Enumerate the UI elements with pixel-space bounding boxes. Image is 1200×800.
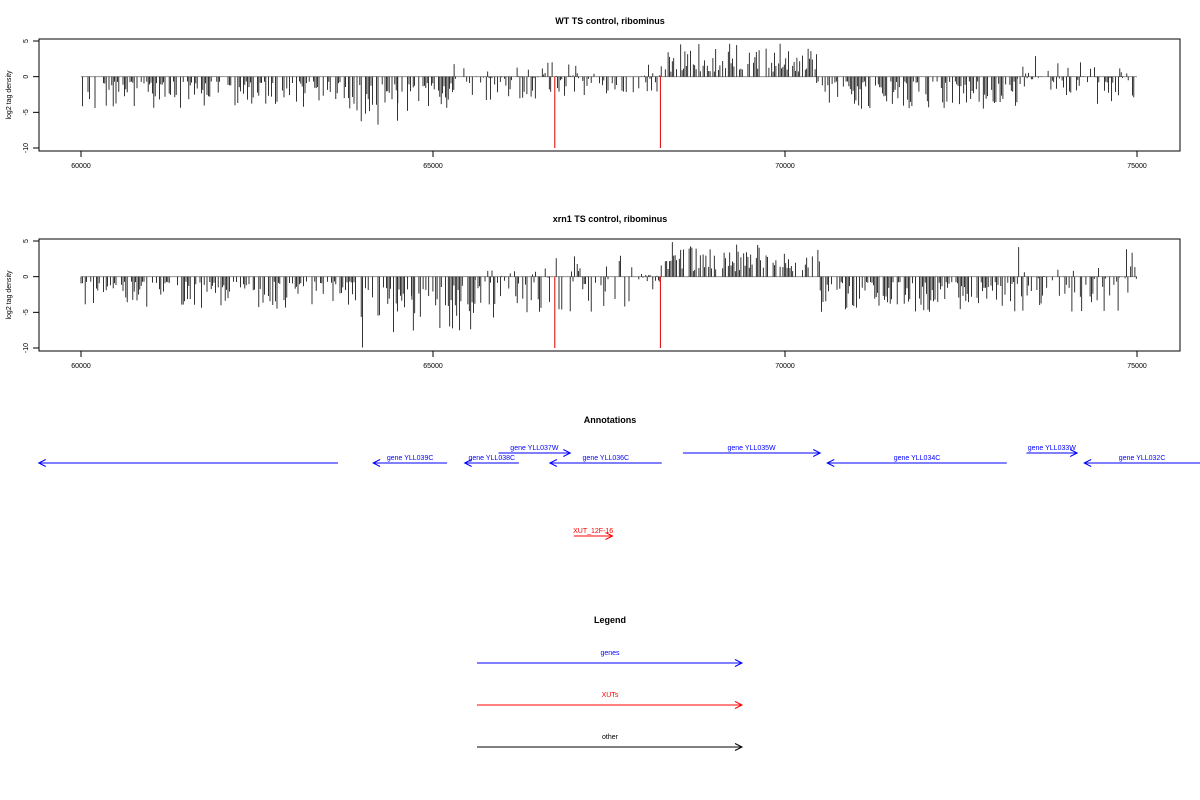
wt-x-tick-label: 75000 — [1127, 163, 1147, 170]
annotations-title: Annotations — [584, 415, 637, 425]
gene-feature: gene YLL038C — [463, 455, 519, 467]
xrn1-x-tick-label: 75000 — [1127, 363, 1147, 370]
wt-marker-lines — [554, 76, 661, 148]
legend-arrowhead — [734, 743, 744, 751]
arrowhead-left — [1083, 459, 1092, 467]
feature-label: gene YLL037W — [510, 445, 559, 452]
legend-label: genes — [600, 650, 620, 657]
legend-label: XUTs — [602, 692, 619, 699]
wt-y-tick-label: 0 — [23, 75, 30, 79]
wt-y-tick-label: -5 — [23, 109, 30, 115]
wt-panel-title: WT TS control, ribominus — [555, 16, 665, 26]
gene-feature: gene YLL036C — [548, 455, 662, 467]
legend-arrowhead — [734, 701, 744, 709]
arrowhead-right — [605, 532, 614, 540]
xrn1-y-axis-label: log2 tag density — [6, 270, 13, 320]
gene-feature: gene YLL033W — [1026, 445, 1079, 457]
annotation-features: gene YLL039C gene YLL038C gene YLL037W gene… — [37, 445, 1200, 540]
legend-arrowhead — [734, 659, 744, 667]
gene-feature: gene YLL034C — [826, 455, 1007, 467]
wt-axes: 5 0 -5 -10 60000 65000 70000 75000 — [23, 39, 1147, 170]
xrn1-panel-title: xrn1 TS control, ribominus — [553, 214, 668, 224]
arrowhead-right — [1069, 449, 1079, 457]
xrn1-y-tick-label: -5 — [23, 309, 30, 315]
gene-feature: gene YLL035W — [682, 445, 822, 457]
annotations-track: Annotations gene YLL039C gene YLL038Cgene… — [37, 415, 1200, 540]
gene-feature: gene YLL037W — [498, 445, 572, 457]
xrn1-y-tick-label: 0 — [23, 275, 30, 279]
xrn1-y-tick-label: 5 — [23, 239, 30, 243]
gene-feature: gene YLL039C — [372, 455, 448, 467]
xrn1-y-tick-label: -10 — [23, 343, 30, 353]
xrn1-marker-lines — [554, 276, 661, 348]
arrowhead-right — [563, 449, 572, 457]
xrn1-density-bars — [80, 242, 1137, 348]
legend-items: genes XUTs other — [477, 650, 744, 751]
feature-label: gene YLL036C — [583, 455, 630, 462]
arrowhead-left — [372, 459, 381, 467]
legend-item-genes: genes — [477, 650, 744, 667]
xut-feature: XUT_12F-16 — [573, 528, 614, 540]
wt-x-tick-label: 60000 — [71, 163, 91, 170]
arrowhead-right — [812, 449, 822, 457]
wt-density-panel: WT TS control, ribominus log2 tag densit… — [6, 16, 1181, 170]
legend: Legend genes XUTs other — [477, 615, 744, 751]
wt-density-bars — [81, 43, 1137, 125]
feature-label: gene YLL039C — [387, 455, 434, 462]
legend-item-xuts: XUTs — [477, 692, 744, 709]
gene-feature — [37, 459, 338, 467]
feature-label: XUT_12F-16 — [573, 528, 613, 535]
feature-label: gene YLL038C — [468, 455, 515, 462]
xrn1-density-panel: xrn1 TS control, ribominus log2 tag dens… — [6, 214, 1181, 370]
wt-y-axis-label: log2 tag density — [6, 70, 13, 120]
feature-label: gene YLL032C — [1119, 455, 1166, 462]
wt-y-tick-label: 5 — [23, 39, 30, 43]
wt-y-tick-label: -10 — [23, 143, 30, 153]
wt-x-tick-label: 70000 — [775, 163, 795, 170]
arrowhead-left — [826, 459, 835, 467]
legend-title: Legend — [594, 615, 626, 625]
wt-x-tick-label: 65000 — [423, 163, 443, 170]
feature-label: gene YLL034C — [894, 455, 941, 462]
xrn1-x-tick-label: 70000 — [775, 363, 795, 370]
feature-label: gene YLL033W — [1028, 445, 1077, 452]
xrn1-plot-frame — [38, 238, 1181, 352]
arrowhead-left — [548, 459, 558, 467]
arrowhead-left — [463, 459, 472, 467]
gene-feature: gene YLL032C — [1083, 455, 1200, 467]
legend-label: other — [602, 734, 619, 741]
xrn1-x-tick-label: 60000 — [71, 363, 91, 370]
feature-label: gene YLL035W — [727, 445, 776, 452]
xrn1-x-tick-label: 65000 — [423, 363, 443, 370]
legend-item-other: other — [477, 734, 744, 751]
arrowhead-left — [37, 459, 46, 467]
xrn1-axes: 5 0 -5 -10 60000 65000 70000 75000 — [23, 239, 1147, 370]
